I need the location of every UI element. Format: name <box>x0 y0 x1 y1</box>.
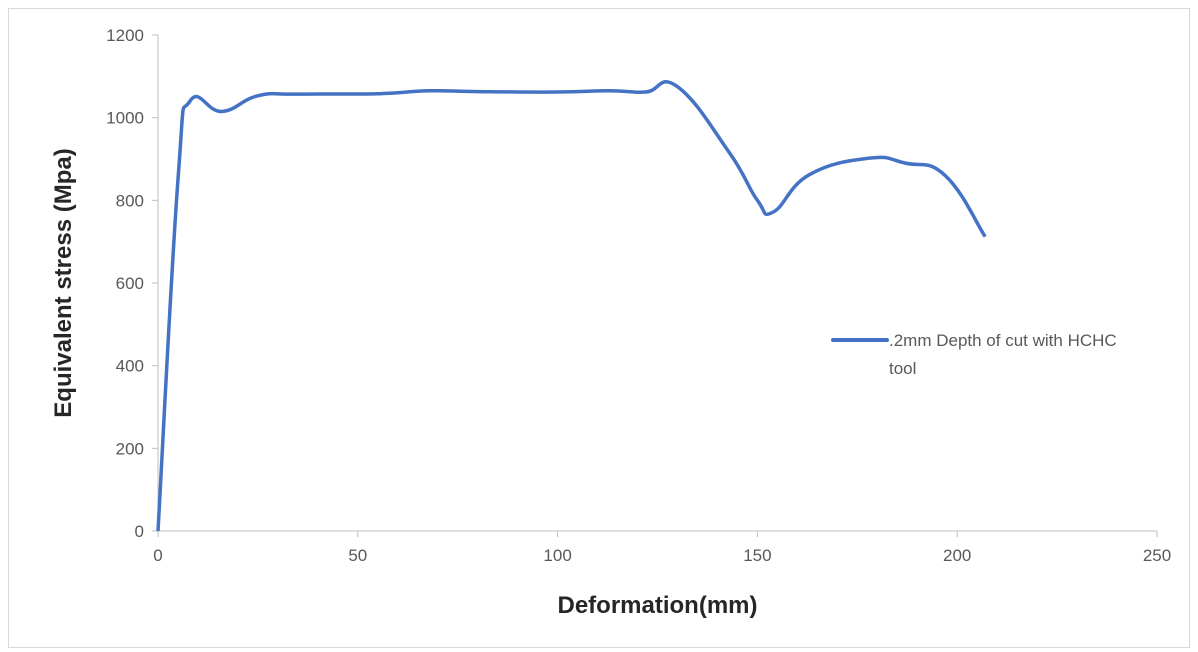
series-line <box>156 80 987 532</box>
x-tick-label: 250 <box>1143 546 1171 565</box>
y-tick-label: 1000 <box>106 109 144 128</box>
x-tick-label: 100 <box>543 546 571 565</box>
series-layer <box>156 80 987 532</box>
y-tick-label: 800 <box>116 191 144 210</box>
y-tick-label: 200 <box>116 439 144 458</box>
y-tick-label: 400 <box>116 357 144 376</box>
chart-frame <box>8 8 1190 648</box>
legend-label: .2mm Depth of cut with HCHC <box>889 331 1117 350</box>
x-tick-label: 0 <box>153 546 162 565</box>
legend: .2mm Depth of cut with HCHC tool <box>831 331 1117 378</box>
legend-label-continued: tool <box>889 359 916 378</box>
axes <box>157 35 1157 532</box>
y-tick-label: 600 <box>116 274 144 293</box>
y-tick-label: 1200 <box>106 26 144 45</box>
x-tick-label: 200 <box>943 546 971 565</box>
y-tick-label: 0 <box>135 522 144 541</box>
x-tick-label: 50 <box>348 546 367 565</box>
x-axis-title: Deformation(mm) <box>557 592 757 619</box>
y-axis-title: Equivalent stress (Mpa) <box>50 148 77 417</box>
x-tick-label: 150 <box>743 546 771 565</box>
y-tick-labels: 0 200 400 600 800 1000 1200 <box>106 26 158 541</box>
x-tick-labels: 0 50 100 150 200 250 <box>153 531 1171 565</box>
